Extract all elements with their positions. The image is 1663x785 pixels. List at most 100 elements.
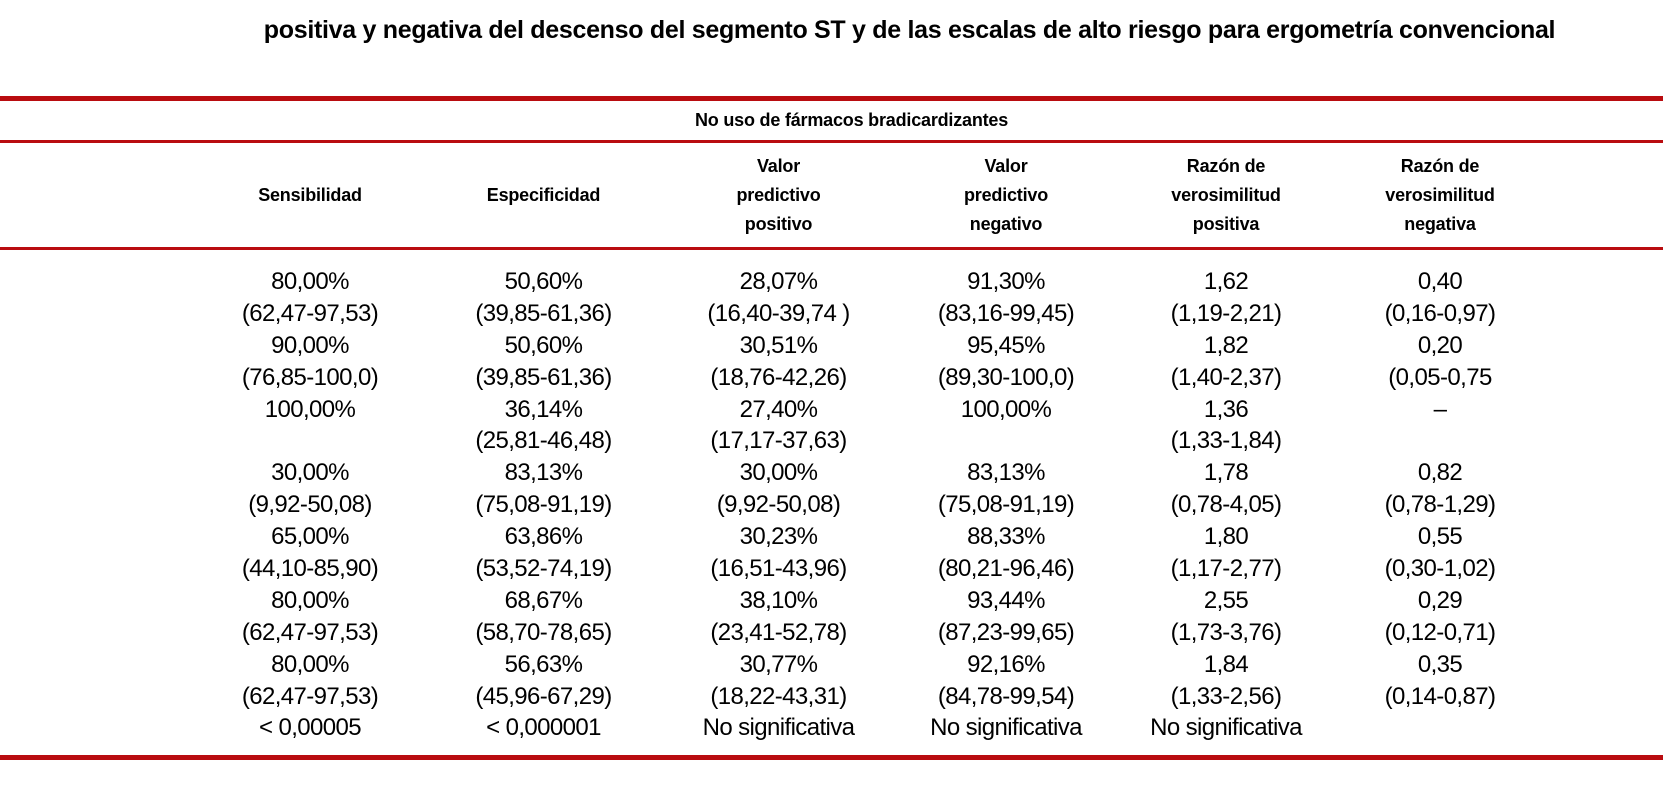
table-cell: 36,14% xyxy=(504,395,583,423)
table-cell xyxy=(0,425,195,457)
table-cell: (23,41-52,78) xyxy=(710,618,847,646)
column-header-rv-positiva: Razón de verosimilitud positiva xyxy=(1171,155,1281,234)
table-cell: (53,52-74,19) xyxy=(475,555,612,583)
table-cell: (75,08-91,19) xyxy=(475,491,612,519)
table-row: (25,81-46,48) (17,17-37,63) (1,33-1,84) xyxy=(0,425,1663,457)
table-row: 80,00% 68,67% 38,10% 93,44% 2,55 0,29 xyxy=(0,585,1663,617)
table-cell: (39,85-61,36) xyxy=(475,363,612,391)
table-cell: 100,00% xyxy=(264,395,356,423)
table-cell: 1,80 xyxy=(1203,523,1249,551)
table-cell: 95,45% xyxy=(967,331,1045,359)
table-cell: < 0,000001 xyxy=(486,714,601,742)
table-row: 80,00% 50,60% 28,07% 91,30% 1,62 0,40 xyxy=(0,266,1663,298)
table-cell: 90,00% xyxy=(271,331,349,359)
table-cell: (89,30-100,0) xyxy=(937,363,1075,391)
table-cell xyxy=(0,394,195,426)
table-cell: (16,40-39,74 ) xyxy=(707,299,850,327)
table-cell: (0,05-0,75 xyxy=(1388,363,1492,391)
table-cell: 30,77% xyxy=(739,650,818,678)
table-cell xyxy=(0,649,195,681)
table-cell: (44,10-85,90) xyxy=(241,555,379,583)
table-cell: 50,60% xyxy=(504,268,583,295)
table-row: 100,00% 36,14% 27,40% 100,00% 1,36 – xyxy=(0,394,1663,426)
table-row: 30,00% 83,13% 30,00% 83,13% 1,78 0,82 xyxy=(0,457,1663,489)
table-cell: (0,12-0,71) xyxy=(1384,618,1496,646)
table-cell: (1,73-3,76) xyxy=(1170,618,1282,646)
table-cell: (9,92-50,08) xyxy=(716,491,841,519)
column-header-vpp: Valor predictivo positivo xyxy=(736,155,821,234)
table-cell xyxy=(0,362,195,394)
table-cell: (0,16-0,97) xyxy=(1384,299,1496,327)
table-cell: (1,33-1,84) xyxy=(1170,427,1282,455)
table-cell: (39,85-61,36) xyxy=(475,299,612,327)
table-cell: (1,17-2,77) xyxy=(1170,555,1282,583)
table-cell xyxy=(1335,712,1545,744)
table-cell xyxy=(895,425,1117,457)
table-body: 80,00% 50,60% 28,07% 91,30% 1,62 0,40 (62,47-9… xyxy=(0,250,1663,744)
table-cell: 28,07% xyxy=(739,268,818,295)
table-group-header: No uso de fármacos bradicardizantes xyxy=(694,110,1009,130)
table-cell xyxy=(0,585,195,617)
table-row: < 0,00005 < 0,000001 No significativa No si… xyxy=(0,712,1663,744)
table-cell: 92,16% xyxy=(967,650,1045,678)
header-body-rule xyxy=(0,247,1663,250)
table-cell: (83,16-99,45) xyxy=(937,299,1075,327)
table-cell: – xyxy=(1433,395,1447,423)
table-cell: (87,23-99,65) xyxy=(937,618,1075,646)
table-cell: 30,00% xyxy=(271,459,349,487)
table-cell: (84,78-99,54) xyxy=(937,682,1075,710)
table-cell: (45,96-67,29) xyxy=(475,682,612,710)
table-cell: No significativa xyxy=(702,714,855,742)
table-cell: (18,22-43,31) xyxy=(710,682,847,710)
table-cell xyxy=(195,425,425,457)
table-cell: 88,33% xyxy=(967,523,1045,551)
table-cell: 50,60% xyxy=(504,331,583,359)
table-row: (76,85-100,0) (39,85-61,36) (18,76-42,26) (… xyxy=(0,362,1663,394)
table-cell: 1,82 xyxy=(1203,331,1249,359)
table-row: (44,10-85,90) (53,52-74,19) (16,51-43,96) (… xyxy=(0,553,1663,585)
table-row: 80,00% 56,63% 30,77% 92,16% 1,84 0,35 xyxy=(0,649,1663,681)
table-cell: (0,78-4,05) xyxy=(1170,491,1282,519)
table-cell: (0,78-1,29) xyxy=(1384,491,1496,519)
table-cell: 27,40% xyxy=(739,395,818,423)
table-cell: 83,13% xyxy=(504,459,583,487)
table-cell: (1,33-2,56) xyxy=(1170,682,1282,710)
table-cell: (1,19-2,21) xyxy=(1170,299,1282,327)
table-cell: 0,55 xyxy=(1417,523,1463,551)
column-header-sensibilidad: Sensibilidad xyxy=(258,184,362,205)
table-row: 65,00% 63,86% 30,23% 88,33% 1,80 0,55 xyxy=(0,521,1663,553)
table-cell: (0,14-0,87) xyxy=(1384,682,1496,710)
table-bottom-rule xyxy=(0,755,1663,760)
column-header-especificidad: Especificidad xyxy=(486,184,601,205)
table-cell: (75,08-91,19) xyxy=(937,491,1075,519)
table-cell: 30,51% xyxy=(739,331,818,359)
table-cell: 0,82 xyxy=(1417,459,1463,487)
table-cell xyxy=(0,712,195,744)
table-cell: 80,00% xyxy=(271,586,349,614)
table-cell: No significativa xyxy=(930,714,1082,742)
table-cell xyxy=(1335,425,1545,457)
table-cell: < 0,00005 xyxy=(258,714,362,742)
table-cell: 56,63% xyxy=(504,650,583,678)
table-cell: (62,47-97,53) xyxy=(241,618,379,646)
table-cell: (80,21-96,46) xyxy=(937,555,1075,583)
table-cell: (9,92-50,08) xyxy=(248,491,372,519)
table-cell: 30,23% xyxy=(739,523,818,551)
table-cell: (16,51-43,96) xyxy=(710,555,847,583)
table-row: (62,47-97,53) (58,70-78,65) (23,41-52,78) (… xyxy=(0,617,1663,649)
table-cell: 1,84 xyxy=(1203,650,1249,678)
table-cell: 0,40 xyxy=(1417,268,1463,295)
table-cell: 93,44% xyxy=(967,586,1045,614)
table-cell: 68,67% xyxy=(504,586,583,614)
table-cell: (58,70-78,65) xyxy=(475,618,612,646)
table-cell: 0,29 xyxy=(1417,586,1463,614)
table-cell: 2,55 xyxy=(1203,586,1249,614)
table-cell: 30,00% xyxy=(739,459,818,487)
table-cell: (17,17-37,63) xyxy=(710,427,847,455)
table-cell xyxy=(0,330,195,362)
table-cell: 83,13% xyxy=(967,459,1045,487)
table-row: (62,47-97,53) (39,85-61,36) (16,40-39,74 )… xyxy=(0,298,1663,330)
table-cell: (62,47-97,53) xyxy=(241,299,379,327)
table-cell: (76,85-100,0) xyxy=(241,363,379,391)
